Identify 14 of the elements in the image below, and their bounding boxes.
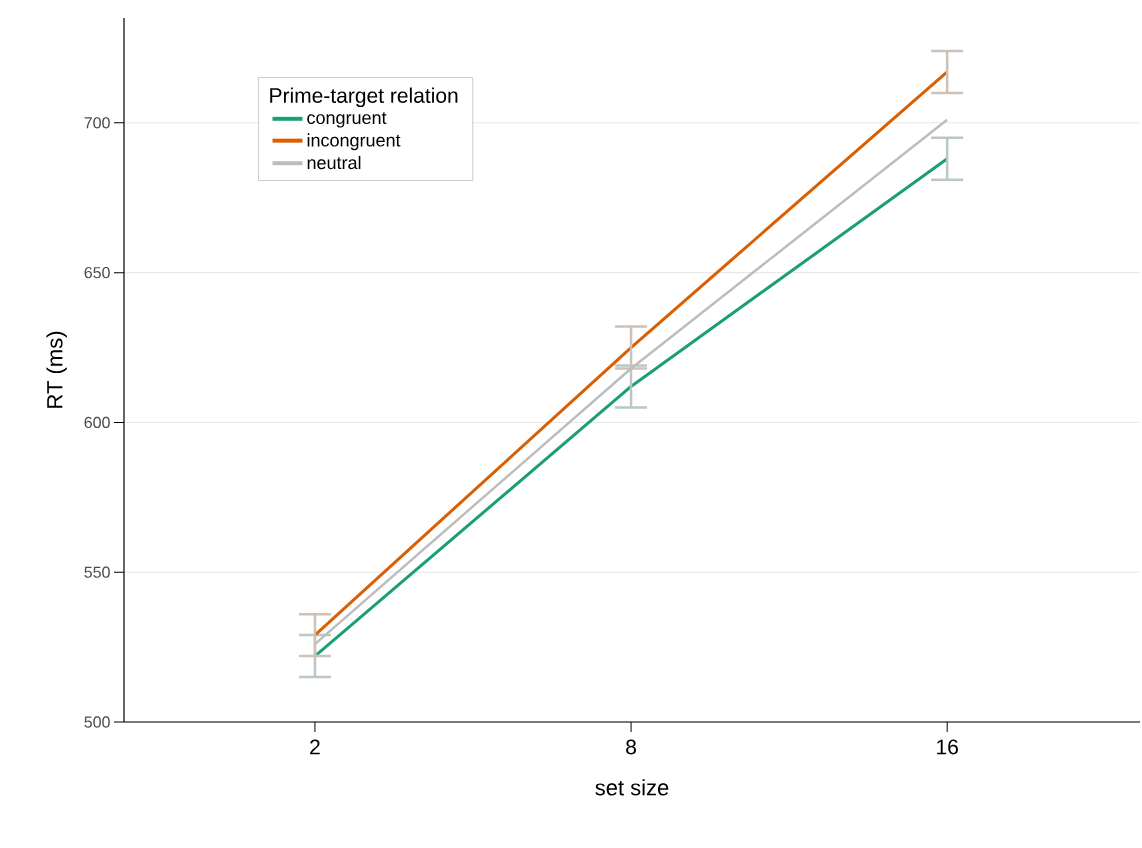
x-tick-label: 8 (626, 739, 636, 755)
legend-label: neutral (307, 155, 361, 170)
x-tick-label: 2 (310, 739, 320, 755)
y-tick-label: 550 (84, 566, 110, 578)
legend-title: Prime-target relation (270, 87, 458, 108)
x-tick-label: 16 (937, 739, 958, 755)
y-axis-title: RT (ms) (46, 331, 67, 408)
legend-label: congruent (307, 112, 387, 128)
y-tick-label: 600 (84, 416, 110, 429)
y-tick-label: 700 (84, 117, 110, 129)
y-tick-label: 650 (84, 266, 110, 279)
x-axis-title: set size (595, 779, 669, 796)
legend-label: incongruent (307, 133, 401, 151)
y-tick-label: 500 (84, 716, 110, 728)
